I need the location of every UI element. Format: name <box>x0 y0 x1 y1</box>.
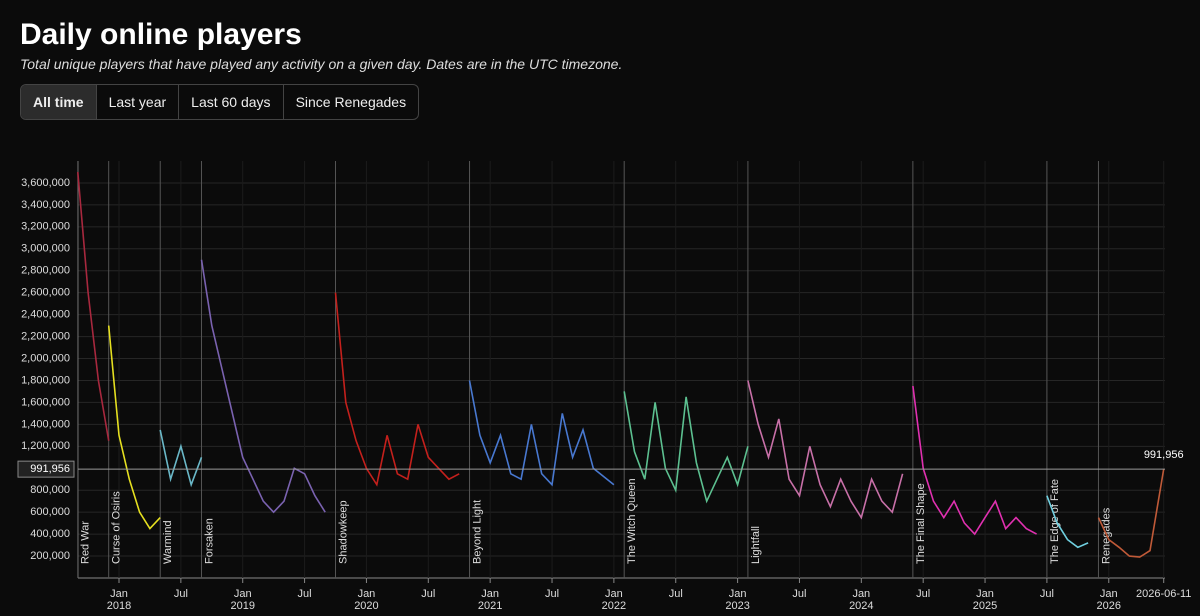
x-year-label: 2022 <box>602 600 626 612</box>
release-label: Warmind <box>162 520 174 564</box>
x-tick-label: 2026-06-11 <box>1136 588 1191 600</box>
y-tick-label: 3,400,000 <box>21 199 70 211</box>
range-buttons: All time Last year Last 60 days Since Reneg… <box>20 84 420 120</box>
x-tick-label: Jul <box>545 588 559 600</box>
x-year-label: 2023 <box>725 600 749 612</box>
x-year-label: 2020 <box>354 600 378 612</box>
y-tick-label: 1,200,000 <box>21 440 70 452</box>
y-tick-label: 3,200,000 <box>21 221 70 233</box>
x-tick-label: Jul <box>792 588 806 600</box>
x-tick-label: Jul <box>669 588 683 600</box>
x-tick-label: Jul <box>1040 588 1054 600</box>
series-line <box>1097 468 1165 558</box>
x-tick-label: Jan <box>234 588 252 600</box>
release-label: Forsaken <box>203 518 215 564</box>
release-label: The Final Shape <box>915 483 927 564</box>
y-tick-label: 600,000 <box>30 506 70 518</box>
x-tick-label: Jan <box>976 588 994 600</box>
current-label-bg <box>17 460 75 478</box>
x-tick-label: Jan <box>605 588 623 600</box>
x-year-label: 2025 <box>973 600 997 612</box>
current-label: 991,956 <box>30 463 70 475</box>
y-tick-label: 2,600,000 <box>21 287 70 299</box>
x-tick-label: Jan <box>852 588 870 600</box>
release-label: Beyond Light <box>471 500 483 564</box>
x-year-label: 2026 <box>1097 600 1121 612</box>
x-tick-label: Jul <box>298 588 312 600</box>
range-button[interactable]: Since Renegades <box>295 94 407 110</box>
subtitle: Total unique players that have played an… <box>20 56 623 72</box>
release-label: Curse of Osiris <box>111 491 123 564</box>
x-tick-label: Jul <box>421 588 435 600</box>
y-tick-label: 1,600,000 <box>21 396 70 408</box>
release-label: Red War <box>80 521 92 564</box>
y-tick-label: 1,800,000 <box>21 374 70 386</box>
series-line <box>912 385 1037 536</box>
series-line <box>200 259 326 514</box>
x-tick-label: Jan <box>358 588 376 600</box>
y-tick-label: 3,600,000 <box>21 177 70 189</box>
x-tick-label: Jan <box>481 588 499 600</box>
series-line <box>77 171 110 441</box>
x-tick-label: Jan <box>729 588 747 600</box>
current-annotation: 991,956 <box>1144 449 1184 461</box>
y-tick-label: 1,400,000 <box>21 418 70 430</box>
series-line <box>159 429 203 488</box>
x-year-label: 2018 <box>107 600 131 612</box>
x-year-label: 2024 <box>849 600 873 612</box>
range-button[interactable]: All time <box>21 85 97 119</box>
y-tick-label: 200,000 <box>30 550 70 562</box>
series-line <box>1046 495 1089 549</box>
series-line <box>334 292 460 487</box>
x-year-label: 2021 <box>478 600 502 612</box>
x-tick-label: Jan <box>1100 588 1118 600</box>
y-tick-label: 3,000,000 <box>21 243 70 255</box>
range-button[interactable]: Last year <box>97 85 180 119</box>
release-label: The Edge of Fate <box>1049 479 1061 564</box>
range-button[interactable]: Last 60 days <box>179 85 284 119</box>
release-label: Shadowkeep <box>337 500 349 564</box>
y-tick-label: 800,000 <box>30 484 70 496</box>
y-tick-label: 2,800,000 <box>21 265 70 277</box>
title: Daily online players <box>20 18 302 51</box>
series-line <box>107 325 161 530</box>
x-tick-label: Jul <box>174 588 188 600</box>
series-line <box>747 380 904 520</box>
release-label: The Witch Queen <box>626 478 638 564</box>
x-tick-label: Jan <box>110 588 128 600</box>
y-tick-label: 400,000 <box>30 528 70 540</box>
x-year-label: 2019 <box>230 600 254 612</box>
release-label: Lightfall <box>750 526 762 564</box>
y-tick-label: 2,000,000 <box>21 352 70 364</box>
header: Daily online players Total unique player… <box>20 18 622 120</box>
y-tick-label: 2,400,000 <box>21 309 70 321</box>
y-tick-label: 2,200,000 <box>21 330 70 342</box>
series-line <box>468 380 615 487</box>
x-tick-label: Jul <box>916 588 930 600</box>
series-line <box>623 391 749 504</box>
